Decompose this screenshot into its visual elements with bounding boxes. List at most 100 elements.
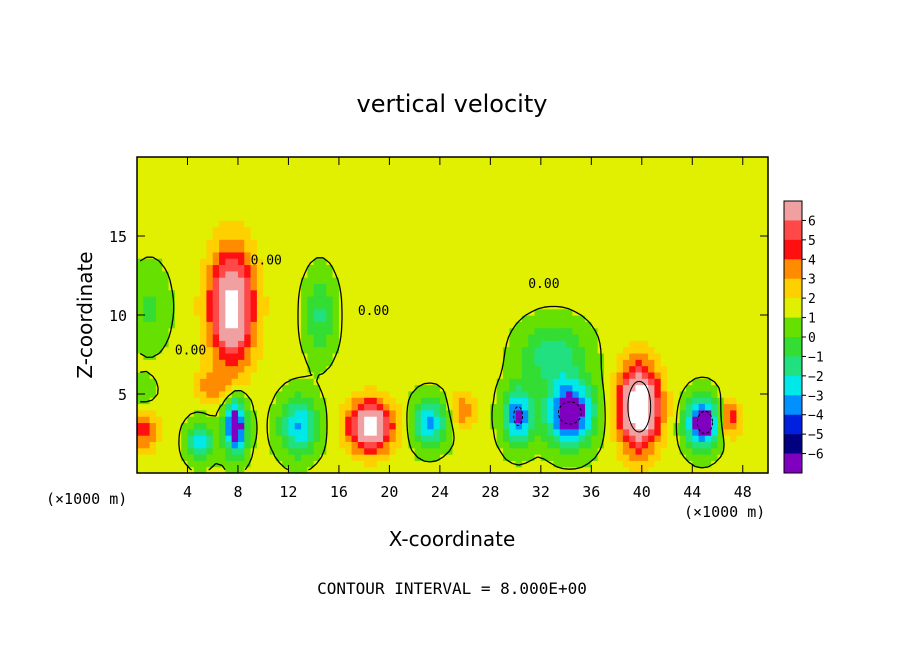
- field-cell: [275, 175, 283, 183]
- field-cell: [648, 188, 656, 196]
- field-cell: [402, 409, 409, 417]
- field-cell: [143, 428, 151, 436]
- field-cell: [402, 239, 409, 247]
- field-cell: [685, 416, 693, 424]
- field-cell: [635, 397, 643, 405]
- field-cell: [711, 416, 719, 424]
- field-cell: [597, 441, 605, 449]
- field-cell: [389, 277, 397, 284]
- field-cell: [231, 371, 239, 379]
- field-cell: [338, 466, 346, 474]
- field-cell: [490, 422, 498, 430]
- field-cell: [420, 416, 428, 424]
- field-cell: [370, 428, 378, 436]
- field-cell: [515, 333, 523, 341]
- field-cell: [679, 157, 687, 164]
- field-cell: [250, 270, 258, 278]
- field-cell: [143, 194, 151, 202]
- field-cell: [225, 315, 233, 322]
- field-cell: [509, 194, 517, 202]
- field-cell: [402, 352, 409, 360]
- field-cell: [698, 213, 706, 221]
- field-cell: [376, 213, 384, 221]
- field-cell: [326, 251, 334, 259]
- field-cell: [345, 188, 353, 196]
- field-cell: [263, 289, 271, 297]
- field-cell: [231, 251, 239, 259]
- field-cell: [692, 371, 700, 379]
- field-cell: [143, 441, 151, 449]
- field-cell: [414, 460, 422, 468]
- field-cell: [307, 163, 315, 171]
- field-cell: [578, 460, 586, 468]
- field-cell: [370, 384, 378, 392]
- field-cell: [376, 352, 384, 360]
- field-cell: [603, 175, 611, 183]
- field-cell: [225, 441, 233, 449]
- field-cell: [326, 416, 334, 424]
- field-cell: [155, 352, 163, 360]
- field-cell: [149, 428, 157, 436]
- field-cell: [534, 207, 542, 215]
- field-cell: [395, 447, 403, 455]
- field-cell: [402, 460, 409, 468]
- field-cell: [263, 359, 271, 367]
- field-cell: [187, 220, 195, 228]
- field-cell: [427, 308, 435, 316]
- field-cell: [420, 277, 428, 284]
- field-cell: [496, 466, 504, 474]
- field-cell: [301, 397, 308, 405]
- field-cell: [490, 283, 498, 291]
- field-cell: [673, 245, 681, 253]
- field-cell: [597, 327, 605, 335]
- field-cell: [370, 340, 378, 348]
- field-cell: [591, 371, 599, 379]
- field-cell: [364, 454, 372, 461]
- field-cell: [616, 447, 624, 455]
- field-cell: [667, 340, 674, 348]
- field-cell: [288, 302, 296, 310]
- field-cell: [446, 460, 454, 468]
- field-cell: [212, 346, 220, 354]
- field-cell: [673, 182, 681, 190]
- field-cell: [553, 416, 561, 424]
- field-cell: [395, 175, 403, 183]
- field-cell: [313, 220, 321, 228]
- field-cell: [225, 270, 233, 278]
- field-cell: [250, 384, 258, 392]
- field-cell: [704, 213, 712, 221]
- field-cell: [704, 157, 712, 164]
- field-cell: [219, 416, 226, 424]
- field-cell: [168, 315, 176, 322]
- field-cell: [219, 175, 226, 183]
- field-cell: [408, 447, 416, 455]
- field-cell: [667, 201, 674, 209]
- field-cell: [427, 220, 435, 228]
- field-cell: [250, 289, 258, 297]
- field-cell: [288, 422, 296, 430]
- field-cell: [231, 277, 239, 284]
- field-cell: [187, 327, 195, 335]
- field-cell: [515, 441, 523, 449]
- field-cell: [616, 226, 624, 234]
- field-cell: [490, 207, 498, 215]
- field-cell: [326, 359, 334, 367]
- field-cell: [395, 213, 403, 221]
- field-cell: [351, 378, 359, 386]
- field-cell: [566, 308, 573, 316]
- field-cell: [540, 359, 548, 367]
- field-cell: [673, 201, 681, 209]
- field-cell: [427, 340, 435, 348]
- field-cell: [181, 390, 189, 398]
- field-cell: [749, 283, 756, 291]
- field-cell: [717, 296, 725, 303]
- field-cell: [225, 352, 233, 360]
- field-cell: [206, 416, 214, 424]
- field-cell: [452, 422, 460, 430]
- field-cell: [433, 384, 441, 392]
- field-cell: [591, 169, 599, 177]
- field-cell: [458, 308, 466, 316]
- field-cell: [667, 302, 674, 310]
- field-cell: [654, 207, 662, 215]
- field-cell: [553, 296, 561, 303]
